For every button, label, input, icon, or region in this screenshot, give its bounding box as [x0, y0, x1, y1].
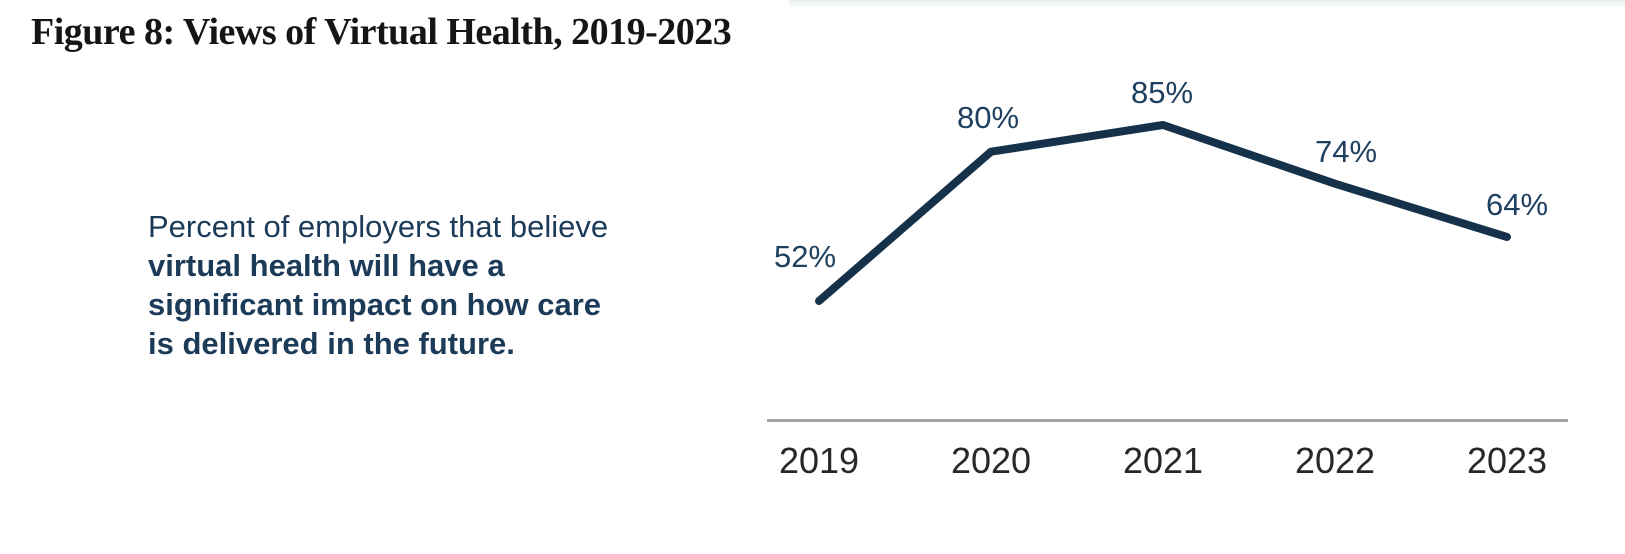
- point-label-2022: 74%: [1314, 133, 1378, 169]
- x-tick-label-2021: 2021: [1122, 440, 1204, 481]
- description-bold-line-2: significant impact on how care: [148, 287, 602, 322]
- top-edge-strip: [789, 0, 1625, 6]
- description-bold-line-3: is delivered in the future.: [148, 326, 515, 361]
- description-bold-line-1: virtual health will have a: [148, 248, 505, 283]
- x-tick-label-2019: 2019: [778, 440, 860, 481]
- x-tick-label-2020: 2020: [950, 440, 1032, 481]
- point-label-2021: 85%: [1130, 75, 1194, 110]
- x-tick-label-2022: 2022: [1294, 440, 1376, 481]
- figure-description: Percent of employers that believe virtua…: [148, 207, 668, 363]
- description-intro-line: Percent of employers that believe: [148, 209, 609, 244]
- trend-line: [815, 121, 1511, 305]
- point-label-2020: 80%: [956, 99, 1020, 135]
- x-tick-label-2023: 2023: [1466, 440, 1548, 481]
- point-label-2023: 64%: [1485, 187, 1549, 222]
- x-axis-line: [767, 419, 1568, 422]
- figure-title: Figure 8: Views of Virtual Health, 2019-…: [31, 11, 732, 53]
- point-label-2019: 52%: [773, 239, 837, 274]
